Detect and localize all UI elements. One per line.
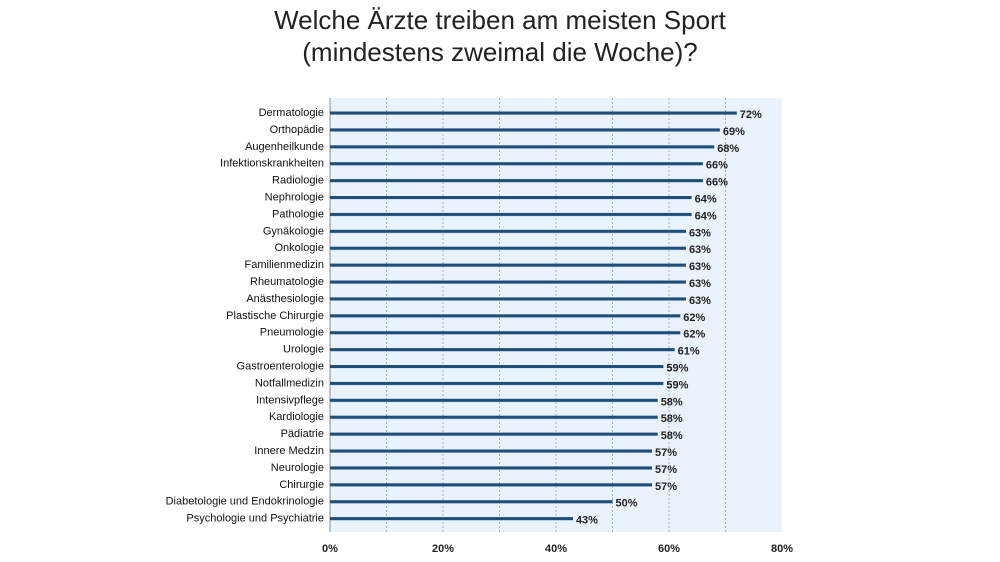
- data-label: 57%: [655, 447, 677, 459]
- category-label: Onkologie: [274, 242, 324, 254]
- category-label: Orthopädie: [270, 124, 324, 136]
- data-label: 59%: [666, 363, 688, 375]
- bar: [330, 246, 686, 250]
- data-label: 64%: [695, 210, 717, 222]
- data-label: 57%: [655, 481, 677, 493]
- data-label: 63%: [689, 278, 711, 290]
- category-label: Nephrologie: [265, 192, 324, 204]
- x-tick-label: 60%: [658, 543, 680, 555]
- category-label: Pneumologie: [260, 327, 324, 339]
- bar: [330, 162, 703, 166]
- bar: [330, 449, 653, 453]
- category-label: Familienmedizin: [245, 259, 324, 271]
- data-label: 63%: [689, 295, 711, 307]
- category-label: Psychologie und Psychiatrie: [186, 513, 324, 525]
- category-label: Radiologie: [272, 175, 324, 187]
- bar: [330, 517, 573, 521]
- bar: [330, 432, 658, 436]
- category-label: Neurologie: [271, 462, 324, 474]
- data-label: 72%: [740, 109, 762, 121]
- x-tick-label: 0%: [322, 543, 338, 555]
- data-label: 61%: [678, 346, 700, 358]
- chart-title-line-2: (mindestens zweimal die Woche)?: [302, 37, 698, 67]
- category-label: Innere Medzin: [254, 445, 324, 457]
- data-label: 59%: [666, 379, 688, 391]
- data-label: 58%: [661, 430, 683, 442]
- bar: [330, 212, 692, 216]
- category-label: Gynäkologie: [263, 225, 324, 237]
- data-label: 63%: [689, 261, 711, 273]
- x-tick-label: 80%: [771, 543, 793, 555]
- category-label: Rheumatologie: [250, 276, 324, 288]
- category-label: Pathologie: [272, 208, 324, 220]
- category-label: Pädiatrie: [281, 428, 324, 440]
- bar: [330, 483, 653, 487]
- bar: [330, 297, 686, 301]
- data-label: 64%: [695, 194, 717, 206]
- category-label: Notfallmedizin: [255, 377, 324, 389]
- bar: [330, 128, 720, 132]
- data-label: 66%: [706, 160, 728, 172]
- data-label: 63%: [689, 227, 711, 239]
- data-label: 62%: [683, 312, 705, 324]
- category-label: Plastische Chirurgie: [226, 310, 324, 322]
- category-label: Intensivpflege: [256, 394, 324, 406]
- data-label: 58%: [661, 413, 683, 425]
- bar: [330, 111, 737, 115]
- bar: [330, 466, 653, 470]
- category-label: Urologie: [283, 344, 324, 356]
- bar: [330, 263, 686, 267]
- chart-title: Welche Ärzte treiben am meisten Sport (m…: [0, 4, 1000, 68]
- bar: [330, 229, 686, 233]
- data-label: 63%: [689, 244, 711, 256]
- category-label: Kardiologie: [269, 411, 324, 423]
- category-label: Chirurgie: [279, 479, 324, 491]
- data-label: 66%: [706, 177, 728, 189]
- data-label: 57%: [655, 464, 677, 476]
- bar: [330, 331, 681, 335]
- data-label: 69%: [723, 126, 745, 138]
- category-label: Dermatologie: [259, 107, 324, 119]
- bar: [330, 415, 658, 419]
- bar: [330, 179, 703, 183]
- category-label: Gastroenterologie: [237, 361, 324, 373]
- data-label: 50%: [616, 498, 638, 510]
- bar: [330, 280, 686, 284]
- bar: [330, 500, 613, 504]
- data-label: 62%: [683, 329, 705, 341]
- bar: [330, 196, 692, 199]
- bar: [330, 314, 681, 318]
- category-label: Infektionskrankheiten: [220, 158, 324, 170]
- bar: [330, 348, 675, 352]
- bar: [330, 365, 664, 368]
- x-tick-label: 20%: [432, 543, 454, 555]
- data-label: 58%: [661, 396, 683, 408]
- bar: [330, 381, 664, 385]
- category-label: Anästhesiologie: [246, 293, 324, 305]
- category-label: Augenheilkunde: [245, 141, 324, 153]
- data-label: 68%: [717, 143, 739, 155]
- bar: [330, 398, 658, 402]
- x-tick-label: 40%: [545, 543, 567, 555]
- bar: [330, 145, 715, 149]
- data-label: 43%: [576, 515, 598, 527]
- category-label: Diabetologie und Endokrinologie: [166, 496, 324, 508]
- chart-title-line-1: Welche Ärzte treiben am meisten Sport: [274, 5, 726, 35]
